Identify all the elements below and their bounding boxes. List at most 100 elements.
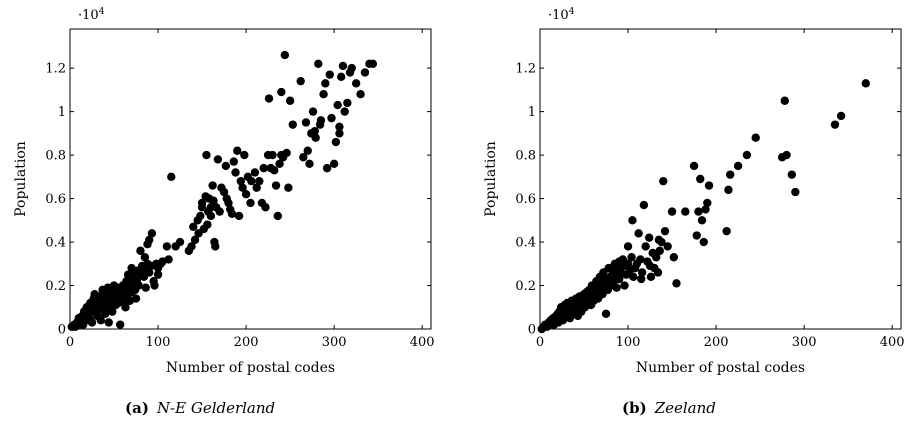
data-point [301,118,311,127]
data-point [644,233,654,242]
data-point [308,107,318,116]
data-point [288,120,297,129]
x-tick-label: 100 [616,335,641,350]
data-point [162,242,172,251]
data-point [655,246,664,255]
x-axis-label: Number of postal codes [636,360,805,376]
data-point [663,242,672,251]
data-point [108,307,117,316]
data-point [134,281,143,290]
data-point [234,211,244,221]
data-point [347,63,356,73]
data-point [190,235,200,245]
data-point [336,72,346,82]
data-point [722,226,731,236]
data-point [273,211,282,221]
data-point [104,318,113,327]
x-tick-label: 0 [66,335,74,350]
y-tick-label: 0.2 [515,279,536,294]
data-point [271,181,281,190]
data-point [282,148,291,158]
data-point [303,146,312,155]
data-point [101,309,110,318]
data-point [628,216,637,225]
data-point [236,176,246,186]
data-point [696,174,705,184]
y-multiplier: ·104 [548,7,575,23]
data-point [87,318,97,327]
data-point [277,87,286,97]
y-tick-label: 1.2 [45,62,66,77]
data-point [96,316,106,325]
data-point [215,207,224,216]
y-tick-label: 0.8 [45,149,66,164]
data-point [213,155,223,164]
data-point [255,176,264,186]
data-point [136,246,145,255]
y-tick-label: 1 [528,105,536,120]
data-point [209,196,218,205]
y-tick-label: 0.6 [45,192,66,207]
data-point [669,253,679,262]
data-point [189,222,198,232]
chart-panel-a: 0 100 200 300 400 0 0.2 0.4 0.6 0.8 1 1.2 ·104 Number… [13,7,435,417]
data-point [639,200,649,210]
data-point [368,59,378,68]
data-point [121,303,130,312]
data-point [703,198,712,208]
x-tick-label: 400 [410,335,435,350]
data-point [167,172,176,182]
data-point [316,116,326,125]
data-point [659,176,668,186]
data-point [667,207,677,216]
data-point [697,216,707,225]
data-point [280,50,290,60]
data-point [335,129,344,138]
data-point [202,150,211,160]
data-point [701,205,710,214]
data-point [240,150,249,160]
data-point [229,157,238,166]
data-point [221,161,231,171]
x-tick-label: 0 [536,335,544,350]
data-point [689,161,699,171]
data-point [672,279,681,288]
data-point [145,235,154,245]
data-point [694,207,703,216]
data-point [360,68,370,77]
y-tick-label: 0.6 [515,192,536,207]
y-tick-label: 0.4 [45,236,66,251]
data-point [343,98,352,108]
data-point [620,281,629,290]
y-tick-label: 0.8 [515,149,536,164]
data-point [637,268,647,277]
data-point [319,90,328,99]
subfigure-caption: (a) N-E Gelderland [125,399,275,417]
data-point [250,168,260,177]
data-point [208,181,217,190]
data-point [147,229,157,238]
data-point [660,226,670,236]
data-point [164,255,173,264]
data-point [634,229,643,238]
y-tick-label: 0.2 [45,279,66,294]
data-point [153,270,163,279]
data-point [751,133,760,142]
data-point [203,220,212,229]
data-point [140,253,150,262]
data-point [692,231,701,240]
data-point [275,159,284,168]
subfigure-caption: (b) Zeeland [622,399,716,417]
x-axis-label: Number of postal codes [166,360,335,376]
data-point [252,183,261,192]
y-tick-label: 0.4 [515,236,536,251]
data-point [145,268,154,277]
data-point [233,146,242,155]
x-tick-label: 100 [146,335,171,350]
data-point [629,272,638,282]
data-point [681,207,690,216]
data-point [285,96,295,105]
data-point [627,253,636,262]
chart-panel-b: 0 100 200 300 400 0 0.2 0.4 0.6 0.8 1 1.2 ·104 Number… [483,7,905,417]
